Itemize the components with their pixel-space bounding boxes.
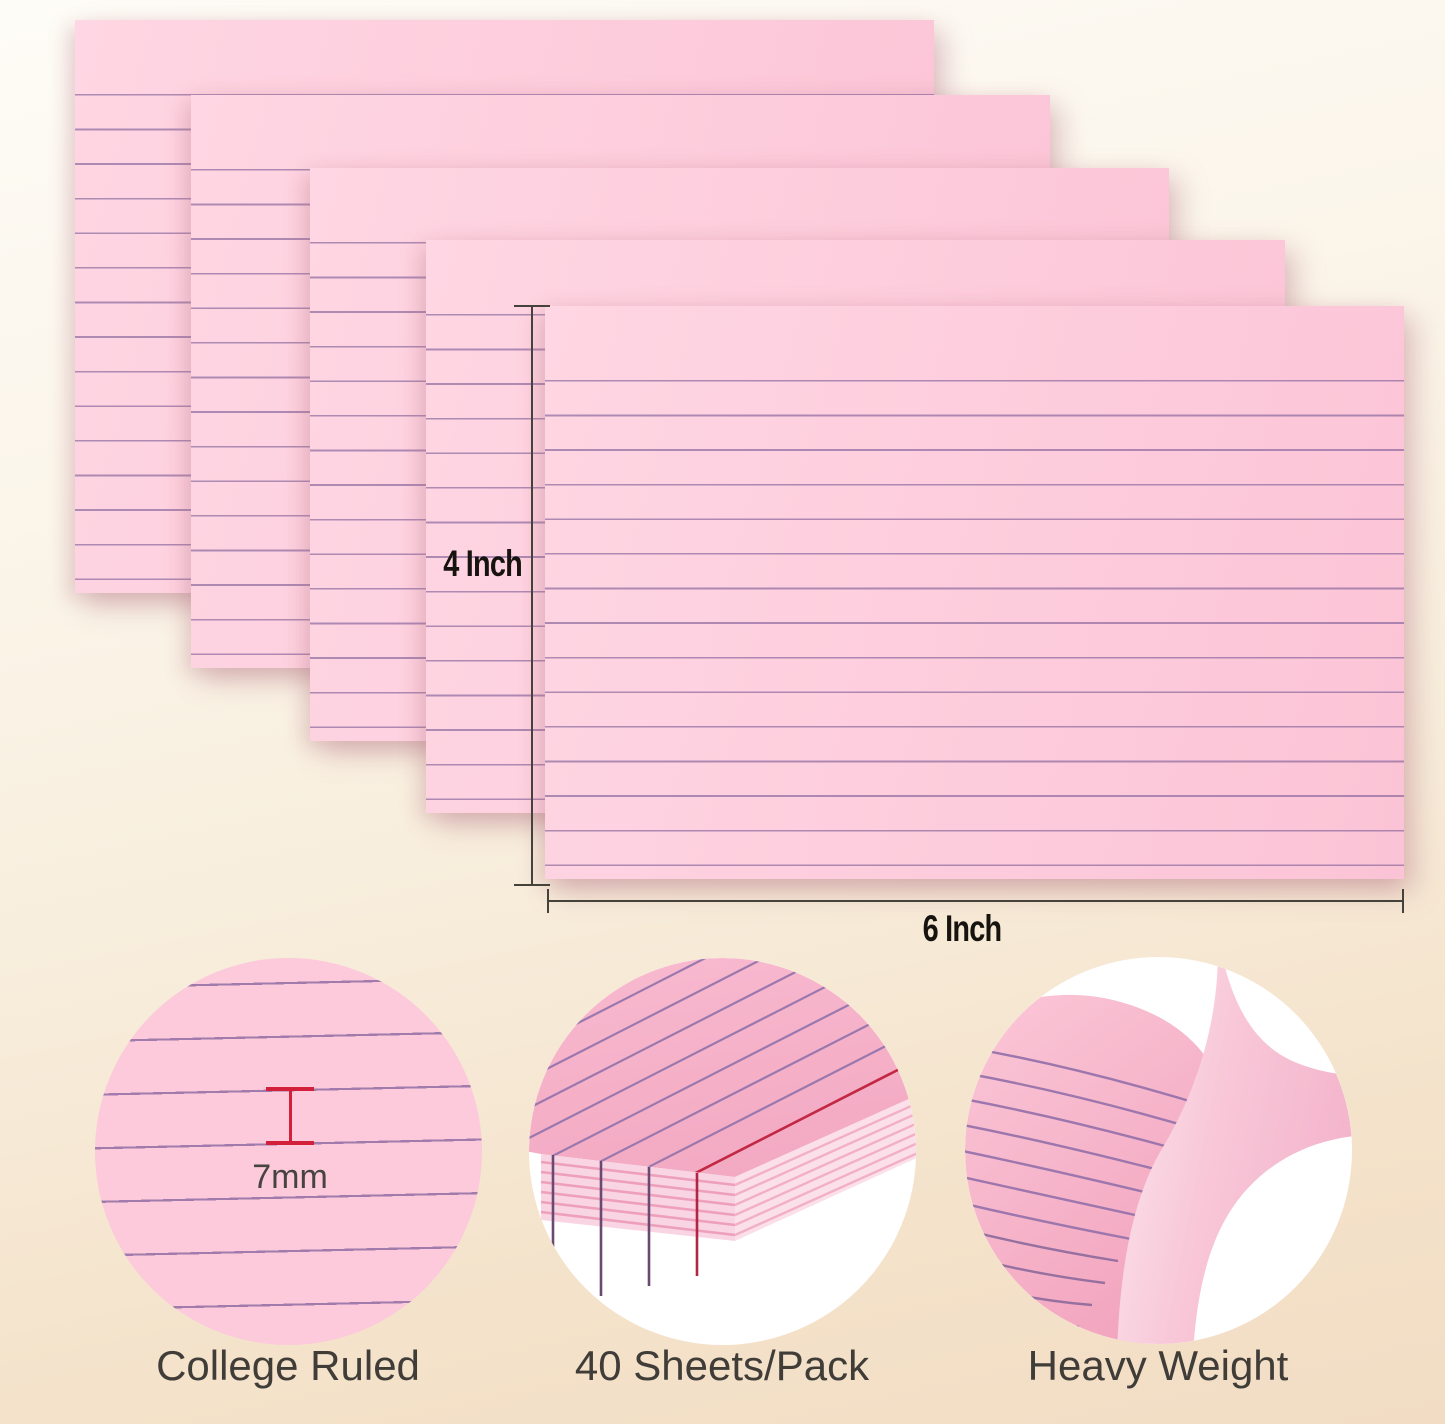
- stack-side-face-right: [734, 1072, 916, 1241]
- line-spacing-label: 7mm: [252, 1158, 328, 1196]
- height-dimension-line: [531, 306, 533, 886]
- height-dimension-tick-top: [514, 305, 550, 307]
- width-dimension-label: 6 Inch: [922, 908, 1002, 949]
- height-dimension-tick-bottom: [514, 884, 550, 886]
- spacing-marker-icon: [289, 1089, 292, 1143]
- width-dimension-tick-left: [547, 889, 549, 913]
- spacing-marker-cap-bottom: [266, 1141, 314, 1145]
- feature-circle-sheets: [529, 958, 916, 1345]
- curled-card-illustration: [965, 957, 1352, 1344]
- ruled-lines-zoom: [95, 958, 482, 1345]
- caption-heavy-weight: Heavy Weight: [1027, 1342, 1289, 1389]
- stack-side-face-left: [540, 1154, 736, 1241]
- width-dimension-tick-right: [1402, 889, 1404, 913]
- caption-college-ruled: College Ruled: [156, 1342, 420, 1389]
- feature-circle-ruling: 7mm: [95, 958, 482, 1345]
- spacing-marker-cap-top: [266, 1087, 314, 1091]
- feature-circle-weight: [965, 957, 1352, 1344]
- card-stack-illustration: [529, 958, 916, 1306]
- width-dimension-line: [548, 900, 1404, 902]
- caption-sheets-per-pack: 40 Sheets/Pack: [574, 1342, 870, 1389]
- height-dimension-label: 4 Inch: [443, 543, 522, 584]
- ruled-lines: [545, 380, 1404, 870]
- index-card-front: [545, 306, 1404, 879]
- curled-card-back: [1117, 957, 1352, 1344]
